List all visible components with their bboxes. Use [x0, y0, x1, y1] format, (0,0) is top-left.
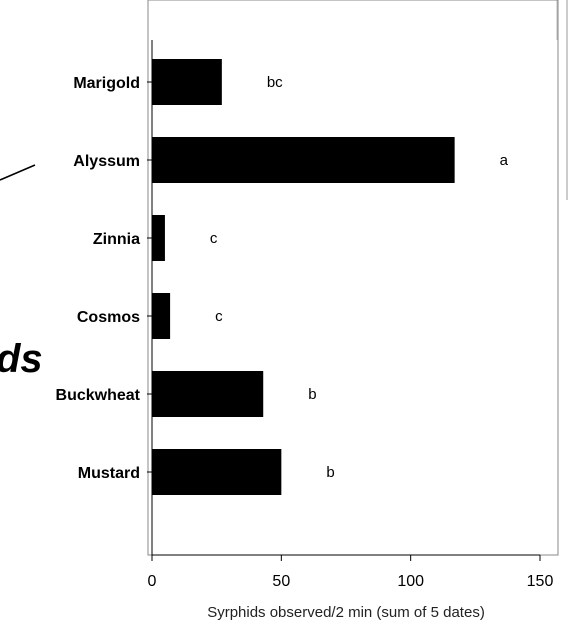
category-label-marigold: Marigold [73, 75, 140, 92]
bars-group [152, 59, 455, 495]
x-ticks-group: 0 50 100 150 [148, 555, 554, 590]
significance-label-cosmos: c [215, 308, 223, 325]
significance-label-mustard: b [326, 464, 334, 481]
category-label-cosmos: Cosmos [77, 309, 140, 326]
x-axis-title: Syrphids observed/2 min (sum of 5 dates) [207, 604, 485, 621]
background-pointer-line [0, 164, 36, 181]
significance-label-zinnia: c [210, 230, 218, 247]
category-label-buckwheat: Buckwheat [56, 387, 141, 404]
bar-mustard [152, 449, 282, 495]
category-label-mustard: Mustard [78, 465, 140, 482]
significance-label-marigold: bc [267, 74, 283, 91]
category-label-zinnia: Zinnia [93, 231, 140, 248]
significance-label-buckwheat: b [308, 386, 316, 403]
overlay-text-fragment: ds [0, 337, 43, 381]
x-tick-label-50: 50 [272, 573, 290, 590]
x-tick-label-100: 100 [397, 573, 424, 590]
bar-marigold [152, 59, 222, 105]
bar-buckwheat [152, 371, 264, 417]
category-label-alyssum: Alyssum [73, 153, 140, 170]
significance-label-alyssum: a [500, 152, 509, 169]
x-tick-label-150: 150 [527, 573, 554, 590]
y-ticks-group [147, 81, 152, 473]
category-labels-group: Marigold Alyssum Zinnia Cosmos Buckwheat Must… [56, 75, 141, 482]
x-tick-label-0: 0 [148, 573, 157, 590]
significance-labels-group: bc a c c b b [210, 74, 509, 481]
bar-alyssum [152, 137, 455, 183]
bar-zinnia [152, 215, 165, 261]
bar-cosmos [152, 293, 171, 339]
